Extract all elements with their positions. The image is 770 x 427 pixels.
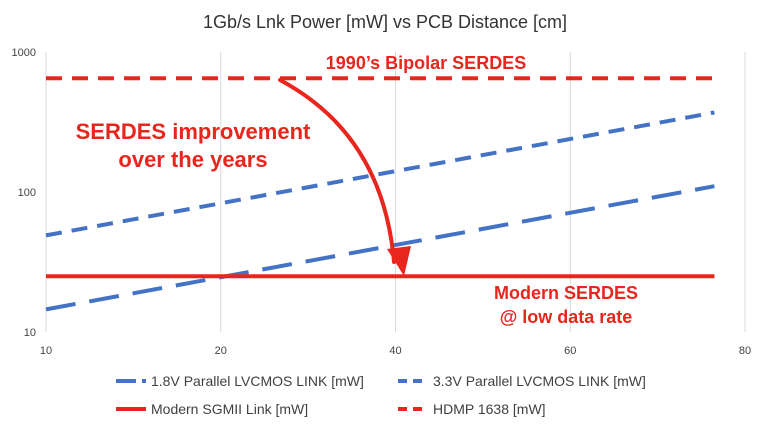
series-line-0 (45, 184, 715, 312)
annotation-modern-serdes-line1: Modern SERDES (494, 283, 638, 303)
x-tick-label-40: 40 (389, 345, 401, 357)
annotation-bipolar-serdes: 1990’s Bipolar SERDES (326, 53, 526, 73)
y-axis: 10 100 1000 (12, 47, 36, 339)
legend-label-0: 1.8V Parallel LVCMOS LINK [mW] (151, 373, 364, 389)
annotation-improvement-line1: SERDES improvement (76, 119, 311, 144)
annotation-improvement-line2: over the years (118, 147, 267, 172)
y-tick-label-1000: 1000 (12, 47, 36, 59)
legend-label-2: Modern SGMII Link [mW] (151, 401, 308, 417)
x-tick-label-80: 80 (739, 345, 751, 357)
improvement-arrow-head (387, 246, 411, 276)
annotation-modern-serdes-line2: @ low data rate (500, 307, 633, 327)
legend: 1.8V Parallel LVCMOS LINK [mW] 3.3V Paral… (116, 373, 646, 417)
x-tick-label-60: 60 (564, 345, 576, 357)
series-line-1 (45, 110, 715, 238)
x-tick-label-10: 10 (40, 345, 52, 357)
y-tick-label-10: 10 (24, 327, 36, 339)
legend-label-1: 3.3V Parallel LVCMOS LINK [mW] (433, 373, 646, 389)
grid (45, 52, 746, 332)
series-layer (45, 76, 715, 312)
x-tick-label-20: 20 (215, 345, 227, 357)
chart-title: 1Gb/s Lnk Power [mW] vs PCB Distance [cm… (203, 12, 567, 32)
legend-label-3: HDMP 1638 [mW] (433, 401, 546, 417)
x-axis: 10 20 40 60 80 (40, 345, 751, 357)
improvement-arrow (278, 78, 396, 264)
y-tick-label-100: 100 (18, 187, 36, 199)
